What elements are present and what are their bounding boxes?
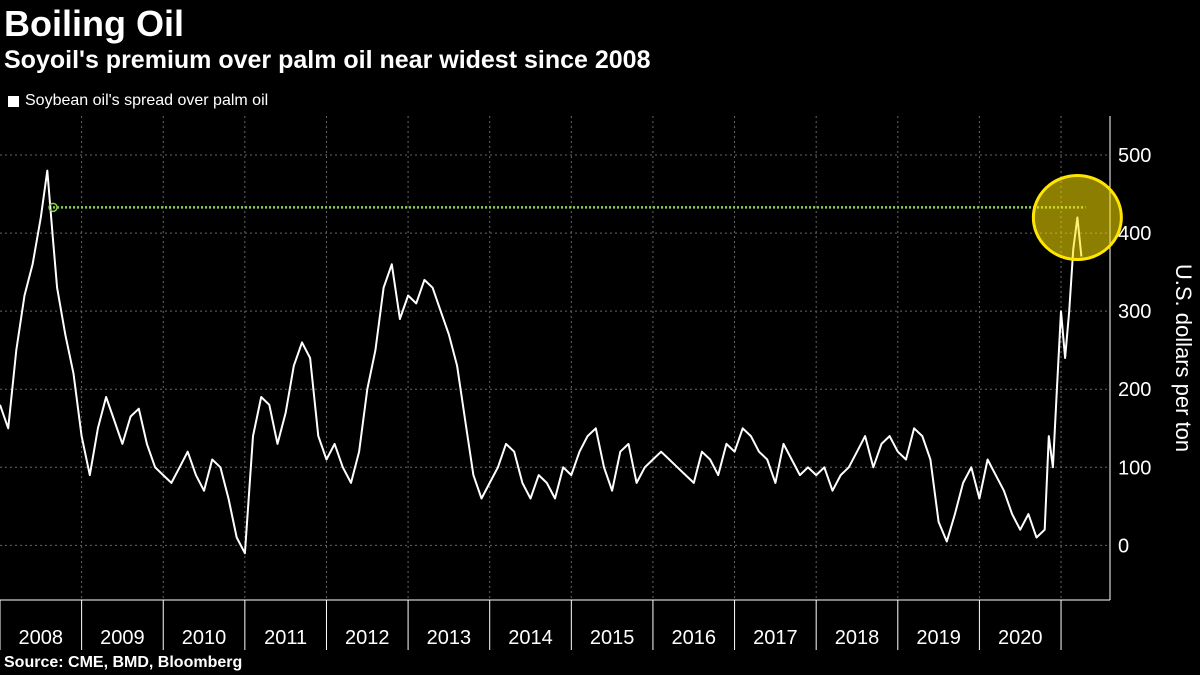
x-tick-label: 2017 [753, 627, 798, 649]
chart-subtitle: Soyoil's premium over palm oil near wide… [4, 46, 651, 74]
x-tick-label: 2016 [672, 627, 717, 649]
series-lines [0, 169, 1083, 555]
y-tick-label: 500 [1118, 145, 1151, 167]
reference-marker [48, 202, 58, 213]
x-tick-label: 2013 [427, 627, 472, 649]
y-tick-label: 0 [1118, 535, 1129, 557]
source-note: Source: CME, BMD, Bloomberg [4, 654, 243, 671]
x-tick-label: 2008 [19, 627, 64, 649]
x-tick-label: 2012 [345, 627, 390, 649]
y-tick-label: 300 [1118, 301, 1151, 323]
x-tick-label: 2020 [998, 627, 1043, 649]
chart-title: Boiling Oil [4, 3, 184, 44]
legend-label: Soybean oil's spread over palm oil [25, 92, 269, 109]
x-tick-label: 2010 [182, 627, 227, 649]
legend: Soybean oil's spread over palm oil [8, 91, 268, 111]
y-axis-label: U.S. dollars per ton [1171, 264, 1196, 452]
x-tick-label: 2018 [835, 627, 880, 649]
y-tick-label: 400 [1118, 223, 1151, 245]
x-tick-label: 2019 [916, 627, 961, 649]
y-tick-label: 100 [1118, 457, 1151, 479]
highlight-circle [1031, 173, 1123, 261]
x-tick-label: 2015 [590, 627, 635, 649]
series-line [0, 169, 1083, 555]
x-tick-label: 2009 [100, 627, 145, 649]
annotations [48, 173, 1123, 261]
y-tick-label: 200 [1118, 379, 1151, 401]
grid-lines [0, 116, 1110, 600]
y-axis: 0 100 200 300 400 500 [1109, 116, 1151, 600]
x-tick-label: 2011 [264, 627, 307, 649]
x-tick-label: 2014 [508, 627, 553, 649]
x-axis: 2008 2009 2010 2011 2012 2013 2014 2015 2016 2017… [0, 599, 1110, 650]
legend-swatch [8, 95, 19, 107]
